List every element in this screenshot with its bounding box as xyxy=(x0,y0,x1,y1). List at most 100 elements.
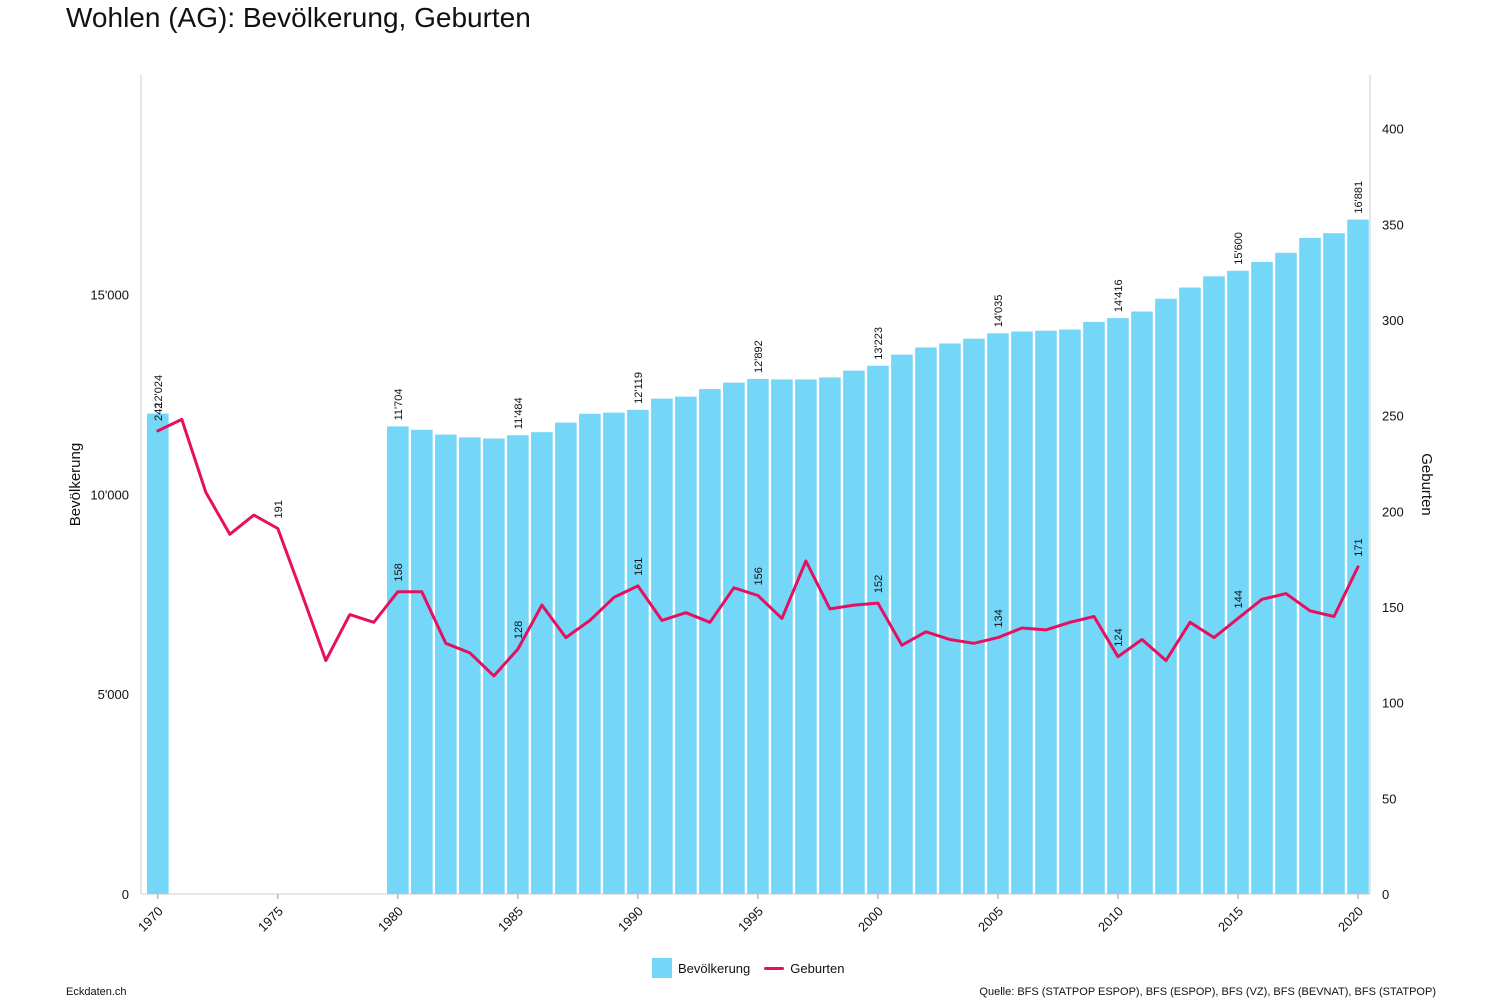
y-right-tick-label: 250 xyxy=(1382,409,1404,424)
data-labels-group: 12'024 11'704 11'484 12'119 12'892 13'223 14'0… xyxy=(153,181,1365,647)
legend-item-bevoelkerung[interactable]: Bevölkerung xyxy=(652,958,750,978)
bar xyxy=(771,379,793,894)
legend: Bevölkerung Geburten xyxy=(652,958,858,978)
y-right-tick-label: 0 xyxy=(1382,887,1389,902)
line-value-label: 161 xyxy=(633,558,645,576)
bar xyxy=(1323,233,1345,894)
brand-label[interactable]: Eckdaten.ch xyxy=(66,986,127,998)
chart-title: Wohlen (AG): Bevölkerung, Geburten xyxy=(66,2,531,33)
bar xyxy=(1155,298,1177,895)
bars-group xyxy=(147,219,1369,895)
x-tick-label: 2000 xyxy=(855,904,886,935)
bar xyxy=(147,413,169,894)
bar xyxy=(483,438,505,894)
bar xyxy=(1107,318,1129,894)
x-tick-label: 1990 xyxy=(615,904,646,935)
legend-swatch-line xyxy=(764,966,785,970)
bar xyxy=(915,347,937,895)
y-left-tick-label: 10'000 xyxy=(90,487,129,502)
bar xyxy=(531,432,553,894)
bar xyxy=(963,338,985,894)
bar-value-label: 12'119 xyxy=(633,372,645,404)
bar xyxy=(603,412,625,894)
x-tick-label: 2020 xyxy=(1335,904,1366,935)
bar-value-label: 11'484 xyxy=(513,397,525,429)
bar xyxy=(1179,287,1201,894)
line-value-label: 134 xyxy=(993,609,1005,627)
legend-label-geburten: Geburten xyxy=(790,960,845,976)
bar xyxy=(723,382,745,894)
y-right-tick-label: 400 xyxy=(1382,122,1404,137)
bar xyxy=(1347,219,1369,894)
y-left-tick-label: 0 xyxy=(122,887,129,902)
bar xyxy=(435,434,457,894)
x-tick-label: 2005 xyxy=(975,904,1006,935)
y-right-tick-label: 350 xyxy=(1382,217,1404,232)
line-value-label: 171 xyxy=(1353,538,1365,556)
bar xyxy=(387,426,409,894)
bar-value-label: 14'035 xyxy=(993,295,1005,328)
bar xyxy=(795,379,817,894)
bar xyxy=(1227,270,1249,894)
y-left-tick-label: 5'000 xyxy=(98,687,129,702)
bar xyxy=(1059,329,1081,894)
y-right-tick-label: 50 xyxy=(1382,791,1396,806)
line-value-label: 191 xyxy=(273,500,285,518)
bar-value-label: 15'600 xyxy=(1233,232,1245,265)
bar-value-label: 12'024 xyxy=(153,375,165,408)
bar xyxy=(819,377,841,894)
bar xyxy=(1083,321,1105,894)
bar xyxy=(627,409,649,894)
bar-value-label: 16'881 xyxy=(1353,181,1365,214)
bar xyxy=(555,422,577,894)
line-value-label: 242 xyxy=(153,403,165,421)
line-value-label: 128 xyxy=(513,621,525,639)
y-left-axis-title: Bevölkerung xyxy=(67,443,84,526)
x-tick-label: 2015 xyxy=(1215,904,1246,935)
line-value-label: 158 xyxy=(393,563,405,581)
bar xyxy=(1251,261,1273,895)
geburten-line xyxy=(156,417,1360,678)
y-right-tick-label: 300 xyxy=(1382,313,1404,328)
line-value-label: 124 xyxy=(1113,628,1125,646)
y-right-tick-label: 150 xyxy=(1382,600,1404,615)
y-right-axis-title: Geburten xyxy=(1418,453,1435,516)
bar xyxy=(675,396,697,894)
bar xyxy=(939,343,961,895)
bar xyxy=(987,333,1009,894)
line-value-label: 156 xyxy=(753,567,765,585)
bar xyxy=(891,354,913,894)
bar xyxy=(1203,276,1225,895)
bar-value-label: 14'416 xyxy=(1113,279,1125,312)
bar xyxy=(747,378,769,895)
line-group xyxy=(156,417,1360,678)
bar xyxy=(579,413,601,894)
bar xyxy=(507,435,529,894)
x-tick-label: 2010 xyxy=(1095,904,1126,935)
legend-label-bevoelkerung: Bevölkerung xyxy=(678,960,751,976)
bar xyxy=(1299,238,1321,894)
y-right-tick-label: 200 xyxy=(1382,504,1404,519)
bar xyxy=(459,437,481,894)
legend-item-geburten[interactable]: Geburten xyxy=(764,961,844,976)
y-right-tick-label: 100 xyxy=(1382,696,1404,711)
bar xyxy=(411,429,433,894)
bar xyxy=(651,398,673,894)
bar-value-label: 11'704 xyxy=(393,389,405,421)
source-note: Quelle: BFS (STATPOP ESPOP), BFS (ESPOP)… xyxy=(979,986,1436,998)
line-value-label: 144 xyxy=(1233,590,1245,608)
x-tick-label: 1985 xyxy=(495,904,526,935)
bar xyxy=(1011,331,1033,894)
bar-value-label: 13'223 xyxy=(873,327,885,360)
bar xyxy=(867,365,889,894)
legend-swatch-bars xyxy=(652,958,672,978)
line-value-label: 152 xyxy=(873,575,885,593)
y-left-tick-label: 15'000 xyxy=(90,288,129,303)
bar xyxy=(843,370,865,894)
x-tick-label: 1980 xyxy=(375,904,406,935)
bar-value-label: 12'892 xyxy=(753,340,765,373)
bar xyxy=(1275,252,1297,894)
x-tick-label: 1995 xyxy=(735,904,766,935)
bar xyxy=(699,389,721,894)
